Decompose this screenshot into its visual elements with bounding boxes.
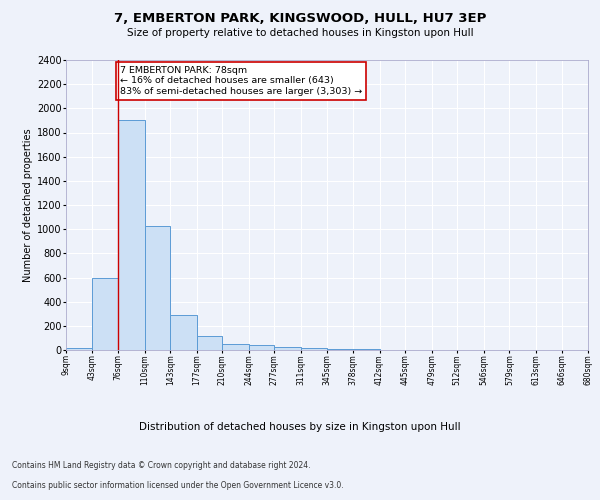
Bar bbox=[301, 348, 328, 350]
Bar bbox=[328, 349, 353, 350]
Text: Contains public sector information licensed under the Open Government Licence v3: Contains public sector information licen… bbox=[12, 481, 344, 490]
Bar bbox=[92, 278, 118, 350]
Bar bbox=[145, 226, 170, 350]
Text: 7 EMBERTON PARK: 78sqm
← 16% of detached houses are smaller (643)
83% of semi-de: 7 EMBERTON PARK: 78sqm ← 16% of detached… bbox=[119, 66, 362, 96]
Text: 7, EMBERTON PARK, KINGSWOOD, HULL, HU7 3EP: 7, EMBERTON PARK, KINGSWOOD, HULL, HU7 3… bbox=[114, 12, 486, 26]
Text: Contains HM Land Registry data © Crown copyright and database right 2024.: Contains HM Land Registry data © Crown c… bbox=[12, 461, 311, 470]
Bar bbox=[249, 345, 274, 350]
Text: Distribution of detached houses by size in Kingston upon Hull: Distribution of detached houses by size … bbox=[139, 422, 461, 432]
Bar bbox=[274, 347, 301, 350]
Bar bbox=[118, 120, 145, 350]
Y-axis label: Number of detached properties: Number of detached properties bbox=[23, 128, 33, 282]
Text: Size of property relative to detached houses in Kingston upon Hull: Size of property relative to detached ho… bbox=[127, 28, 473, 38]
Bar bbox=[223, 344, 249, 350]
Bar bbox=[66, 348, 92, 350]
Bar bbox=[197, 336, 223, 350]
Bar bbox=[170, 315, 197, 350]
